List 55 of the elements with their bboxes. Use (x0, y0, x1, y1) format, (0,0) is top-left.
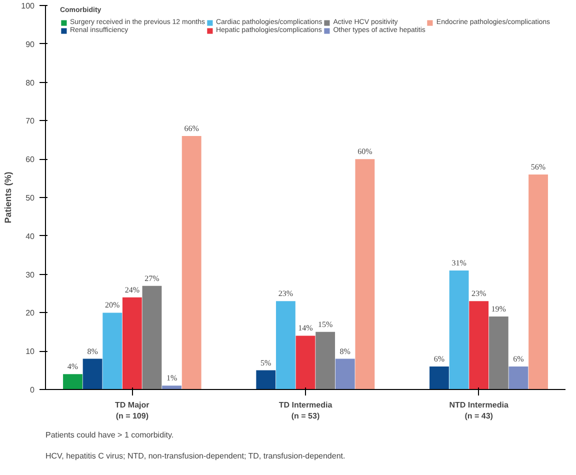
bar (276, 301, 296, 390)
data-label: 6% (434, 354, 445, 364)
bar (469, 301, 489, 390)
bar (82, 358, 102, 390)
data-label: 5% (260, 358, 272, 368)
y-tick-label: 60 (26, 155, 36, 164)
y-tick-label: 50 (26, 194, 36, 202)
bar (102, 312, 122, 390)
data-label: 24% (124, 285, 140, 294)
y-tick-label: 70 (26, 116, 36, 126)
data-label: 60% (358, 147, 373, 156)
data-label: 66% (184, 124, 200, 134)
bar (122, 297, 142, 390)
y-tick-label: 30 (26, 270, 36, 280)
data-label: 4% (67, 362, 78, 372)
x-tick-label: NTD Intermedia (n = 43) (449, 400, 509, 420)
data-label: 8% (340, 346, 351, 356)
text: HCV, hepatitis C virus; NTD, non-transfusion-dependent; TD, transfusion-dependent. (46, 452, 346, 460)
x-tick-label: TD Intermedia (n = 53) (278, 400, 333, 420)
bar (162, 386, 182, 390)
bar (355, 159, 375, 390)
bar (335, 358, 355, 390)
bar (296, 336, 316, 390)
data-label: 15% (318, 320, 333, 329)
data-label: 20% (105, 300, 120, 310)
data-label: 1% (166, 374, 178, 383)
data-label: 14% (298, 324, 314, 333)
text: Patients could have > 1 comorbidity. (46, 430, 174, 440)
bar (182, 136, 202, 390)
bar (142, 286, 162, 390)
data-label: 23% (472, 289, 486, 298)
y-tick-label: 10 (26, 347, 36, 356)
bar (63, 374, 82, 390)
data-label: 27% (144, 274, 160, 283)
data-label: 8% (87, 346, 98, 356)
bar (430, 366, 449, 390)
x-tick-label: TD Major (n = 109) (115, 400, 150, 420)
y-tick-label: 20 (26, 308, 36, 318)
bar (316, 332, 336, 390)
y-tick-label: 40 (26, 232, 36, 241)
bar (449, 270, 469, 390)
data-label: 56% (530, 162, 546, 172)
data-label: 6% (513, 354, 524, 364)
y-tick-label: 90 (26, 40, 36, 49)
data-label: 19% (491, 304, 506, 314)
bar (488, 316, 508, 390)
bar (508, 366, 528, 390)
data-label: 23% (278, 289, 294, 298)
data-label: 31% (452, 258, 467, 268)
bar (528, 174, 548, 390)
y-tick-label: 80 (26, 78, 36, 88)
y-axis-title: Patients (%) (3, 172, 14, 224)
y-tick-label: 0 (30, 386, 36, 394)
bar (256, 370, 276, 390)
y-tick-label: 100 (21, 2, 36, 10)
